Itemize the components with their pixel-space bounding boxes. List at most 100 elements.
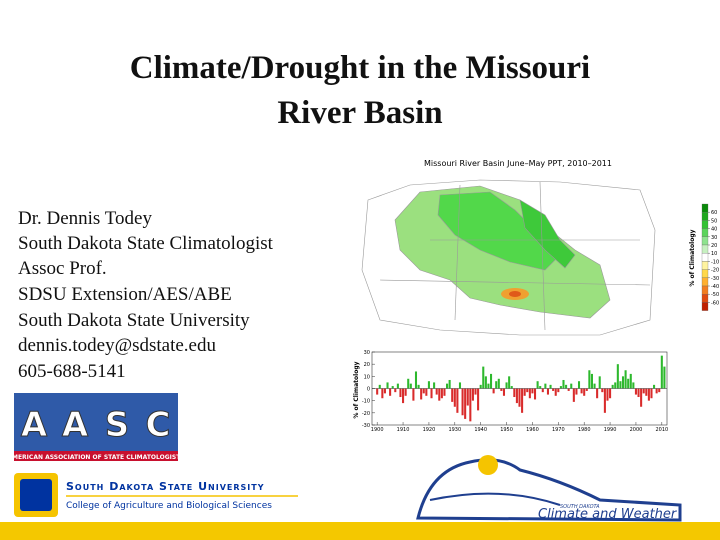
contact-line: 605-688-5141: [18, 361, 126, 382]
aasc-band: [14, 451, 178, 461]
y-tick-label: 0: [367, 387, 370, 393]
bar: [577, 381, 581, 389]
colorbar-segment: [701, 253, 709, 262]
bar: [585, 388, 588, 391]
bar: [616, 364, 619, 389]
bar: [554, 388, 557, 396]
y-axis-label: % of Climatology: [353, 361, 360, 418]
bar: [653, 384, 656, 389]
bar: [619, 381, 622, 389]
bar-chart: -30 -20 -10 0 10 20 30 1900 1910 1920 1930 1940 1950…: [362, 350, 668, 433]
colorbar-segment: [701, 269, 709, 278]
bar: [523, 388, 526, 396]
colorbar-segment: [701, 236, 709, 246]
bar: [526, 388, 529, 393]
bar: [477, 388, 480, 411]
bar: [629, 373, 632, 389]
bar: [601, 388, 604, 393]
colorbar-segment: [701, 285, 709, 295]
bar: [590, 373, 593, 389]
bar: [378, 384, 381, 389]
map-title: Missouri River Basin June–May PPT, 2010–…: [424, 159, 612, 168]
x-tick-label: 1930: [448, 427, 461, 433]
bar: [660, 355, 663, 389]
bar: [402, 388, 405, 404]
colorbar-tick-label: -50: [711, 292, 719, 298]
bar: [497, 378, 500, 389]
bar: [640, 388, 643, 407]
y-tick-label: -10: [362, 399, 370, 405]
bar: [471, 388, 474, 401]
y-tick-label: 20: [364, 362, 370, 368]
bar: [606, 388, 609, 401]
bar: [492, 388, 495, 394]
bar: [557, 388, 560, 393]
aasc-bg: [14, 393, 178, 451]
bar: [412, 388, 415, 401]
colorbar-tick-label: -40: [711, 284, 719, 290]
bar: [596, 388, 599, 399]
bar: [495, 381, 498, 389]
bar: [386, 382, 389, 389]
bar: [502, 388, 506, 396]
colorbar-label: % of Climatology: [689, 229, 696, 286]
bar: [562, 379, 565, 389]
bar: [588, 370, 591, 389]
bar: [469, 388, 472, 422]
dry-spot: [509, 291, 521, 297]
footer-band: [0, 522, 720, 540]
bar: [546, 388, 549, 395]
state-line: [379, 279, 651, 286]
bar: [513, 388, 516, 398]
bar: [632, 382, 635, 389]
bar: [536, 381, 539, 389]
colorbar-tick-label: 50: [711, 218, 717, 224]
bar: [420, 388, 423, 400]
sdsu-mark-inner: [20, 479, 52, 511]
bar: [580, 388, 583, 394]
bar: [479, 384, 482, 389]
x-tick-label: 1910: [397, 427, 410, 433]
bar: [518, 388, 521, 407]
bar: [627, 378, 630, 389]
bar: [572, 388, 575, 402]
contact-line: South Dakota State Climatologist: [18, 233, 273, 254]
bar: [663, 366, 666, 389]
colorbar-tick-label: -60: [711, 300, 719, 306]
bar: [500, 388, 503, 391]
bar: [430, 388, 433, 399]
bar: [583, 388, 586, 396]
sdsu-college: College of Agriculture and Biological Sc…: [66, 501, 272, 511]
bar: [621, 376, 625, 389]
contact-line: South Dakota State University: [18, 310, 250, 331]
aasc-letter: A: [21, 405, 48, 445]
bar: [376, 388, 379, 395]
sun: [478, 455, 498, 475]
bar: [552, 388, 555, 391]
bar: [508, 376, 511, 389]
bar: [389, 388, 392, 396]
bar: [645, 388, 648, 396]
colorbar-segment: [701, 203, 709, 213]
aasc-letter: C: [146, 405, 171, 445]
colorbar-tick-label: 30: [711, 235, 717, 241]
state-line: [539, 181, 546, 331]
bar: [658, 388, 661, 393]
bar: [383, 388, 386, 394]
bar: [510, 386, 513, 389]
swoosh: [429, 492, 561, 506]
x-tick-label: 1960: [526, 427, 539, 433]
bar: [404, 388, 407, 396]
y-tick-label: -30: [362, 423, 370, 429]
bar: [531, 388, 534, 394]
bar: [461, 388, 464, 416]
climate-small: SOUTH DAKOTA: [560, 504, 600, 510]
sdsu-name: South Dakota State University: [66, 480, 265, 493]
aasc-letter: S: [105, 405, 130, 445]
aasc-caption: AMERICAN ASSOCIATION OF STATE CLIMATOLOG…: [7, 454, 184, 461]
bar: [505, 382, 508, 389]
title-line: River Basin: [277, 95, 443, 131]
basin-wet: [437, 191, 561, 271]
bar: [565, 384, 568, 389]
